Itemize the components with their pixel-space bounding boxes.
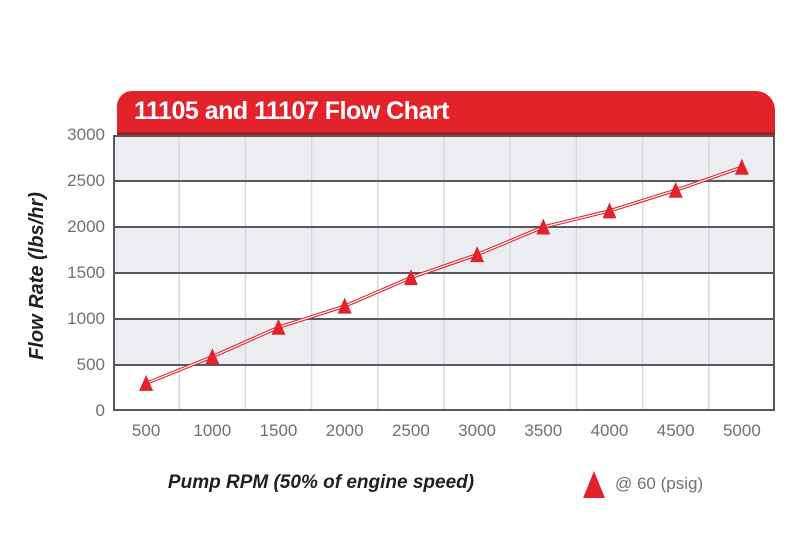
- x-tick-label: 1000: [193, 421, 232, 440]
- x-tick-label: 3000: [458, 421, 496, 440]
- x-tick-label: 2000: [325, 421, 364, 440]
- chart-title-banner: 11105 and 11107 Flow Chart: [117, 91, 775, 135]
- triangle-marker: [337, 297, 352, 314]
- x-tick-label: 4000: [590, 421, 629, 440]
- x-tick-label: 2500: [391, 421, 430, 440]
- y-tick-label: 2500: [67, 171, 105, 190]
- y-tick-label: 3000: [67, 125, 105, 144]
- triangle-marker: [536, 218, 551, 235]
- triangle-marker: [668, 181, 683, 198]
- x-tick-label: 4500: [656, 421, 695, 440]
- y-tick-label: 1500: [67, 263, 105, 282]
- triangle-marker: [602, 202, 617, 219]
- triangle-marker: [734, 158, 749, 175]
- triangle-marker: [205, 348, 220, 365]
- y-tick-label: 2000: [67, 217, 105, 236]
- chart-title: 11105 and 11107 Flow Chart: [134, 97, 449, 125]
- x-axis-title: Pump RPM (50% of engine speed): [167, 472, 475, 493]
- x-tick-label: 1500: [259, 421, 298, 440]
- legend-label: @ 60 (psig): [615, 474, 704, 493]
- x-tick-label: 3500: [524, 421, 563, 440]
- data-line-inner-highlight: [145, 166, 743, 384]
- legend-triangle-marker-icon: [583, 470, 605, 498]
- horizontal-gridlines: [113, 180, 775, 366]
- triangle-marker: [470, 246, 485, 263]
- triangle-marker: [139, 374, 154, 391]
- x-tick-label: 5000: [722, 421, 761, 440]
- y-tick-label: 500: [76, 355, 105, 374]
- triangle-marker: [403, 269, 418, 286]
- legend: @ 60 (psig): [583, 467, 703, 501]
- triangle-marker: [271, 318, 286, 335]
- y-tick-label: 1000: [67, 309, 105, 328]
- plot-area: [113, 135, 775, 411]
- plot-border: [113, 135, 775, 411]
- data-markers: [139, 158, 749, 391]
- x-tick-label: 500: [131, 421, 161, 440]
- chart-canvas: [113, 135, 775, 411]
- y-tick-label: 0: [95, 401, 105, 420]
